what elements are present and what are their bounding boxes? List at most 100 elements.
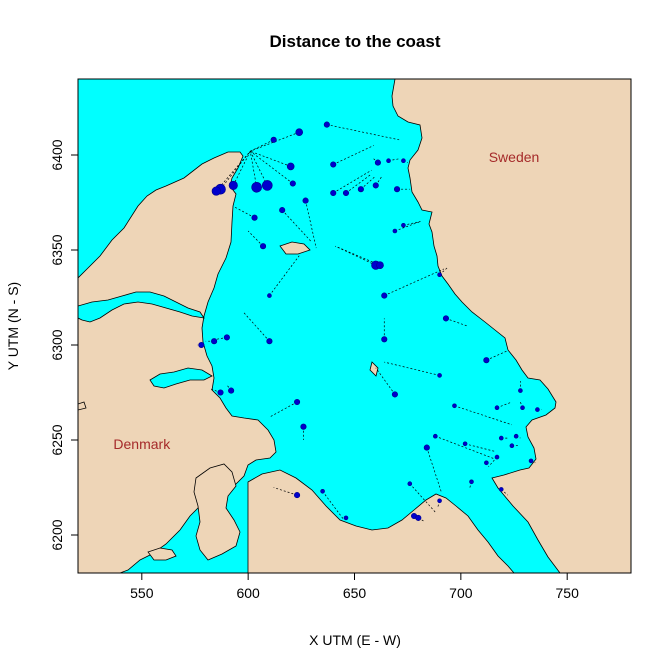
data-point	[437, 373, 442, 378]
distance-line	[496, 401, 513, 409]
data-point	[494, 405, 500, 411]
data-point	[295, 128, 304, 136]
distance-line	[233, 205, 255, 219]
funen-island	[193, 463, 241, 561]
chart-title: Distance to the coast	[270, 32, 441, 51]
distance-line	[269, 401, 298, 418]
data-point	[437, 498, 442, 504]
data-point	[267, 293, 272, 298]
data-point	[381, 336, 388, 343]
data-point	[343, 515, 349, 521]
sample-points	[198, 121, 540, 521]
distance-line	[305, 200, 317, 249]
x-axis: 550 600 650 700 750	[130, 573, 579, 601]
data-point	[433, 433, 438, 439]
data-point	[217, 389, 224, 396]
data-point	[289, 180, 296, 187]
data-point	[392, 228, 398, 234]
data-point	[452, 403, 457, 409]
data-point	[266, 338, 273, 345]
data-point	[498, 435, 504, 441]
data-point	[372, 182, 379, 189]
distance-line	[273, 487, 298, 496]
distance-line	[333, 145, 374, 165]
distance-line	[281, 209, 313, 243]
sweden-landmass	[391, 79, 631, 573]
data-point	[330, 189, 337, 197]
small-island	[147, 547, 177, 561]
distance-line	[384, 268, 444, 296]
distance-line	[250, 150, 291, 167]
distance-line	[465, 443, 495, 452]
x-tick-label: 650	[343, 585, 367, 601]
data-point	[228, 180, 238, 190]
data-point	[323, 121, 330, 128]
y-tick-label: 6400	[49, 139, 65, 170]
distance-line	[322, 491, 345, 521]
data-point	[228, 387, 235, 394]
data-point	[198, 341, 205, 349]
y-tick-label: 6300	[49, 329, 65, 360]
distance-line	[345, 173, 372, 194]
data-point	[423, 444, 430, 451]
data-point	[294, 398, 301, 406]
inlet-channel	[149, 367, 213, 389]
distance-line	[384, 361, 440, 376]
distance-line	[435, 435, 496, 460]
data-point	[330, 161, 337, 168]
data-point	[393, 186, 401, 193]
data-point	[342, 189, 350, 197]
x-axis-label: X UTM (E - W)	[309, 632, 401, 648]
data-point	[484, 460, 489, 466]
data-point	[401, 158, 406, 163]
zealand-island	[247, 469, 515, 573]
distance-line	[333, 169, 372, 194]
data-point	[381, 292, 388, 299]
y-axis-label: Y UTM (N - S)	[5, 282, 21, 370]
data-point	[357, 186, 364, 193]
data-point	[498, 487, 504, 492]
distance-line	[375, 367, 396, 395]
data-point	[300, 423, 307, 430]
data-point	[302, 197, 309, 204]
small-island	[279, 241, 311, 255]
data-point	[401, 223, 406, 228]
data-point	[251, 214, 258, 221]
data-point	[261, 180, 273, 191]
small-island	[78, 401, 87, 411]
data-point	[251, 182, 262, 193]
small-island	[369, 361, 379, 377]
distance-line	[247, 230, 264, 247]
data-point	[494, 454, 500, 460]
data-point	[520, 405, 525, 411]
data-point	[259, 243, 267, 250]
y-axis: 6200 6250 6300 6350 6400	[49, 139, 78, 551]
distance-line	[269, 255, 300, 296]
x-tick-label: 700	[449, 585, 473, 601]
data-point	[270, 136, 277, 143]
data-point	[279, 207, 286, 214]
x-tick-label: 600	[236, 585, 260, 601]
data-point	[374, 159, 381, 166]
distance-line	[250, 131, 300, 152]
data-point	[469, 479, 474, 485]
data-point	[376, 261, 384, 270]
data-point	[462, 441, 468, 447]
data-point	[442, 315, 450, 322]
data-point	[391, 391, 398, 398]
data-point	[320, 488, 325, 494]
data-point	[286, 162, 295, 171]
x-tick-label: 750	[556, 585, 580, 601]
data-point	[223, 334, 230, 341]
distance-line	[250, 139, 274, 152]
y-tick-label: 6200	[49, 519, 65, 550]
region-label: Denmark	[113, 436, 171, 452]
y-tick-label: 6250	[49, 424, 65, 455]
data-point	[415, 514, 422, 521]
data-point	[437, 272, 442, 278]
x-tick-label: 550	[130, 585, 154, 601]
data-point	[528, 458, 534, 464]
y-tick-label: 6350	[49, 234, 65, 265]
data-point	[211, 186, 221, 196]
